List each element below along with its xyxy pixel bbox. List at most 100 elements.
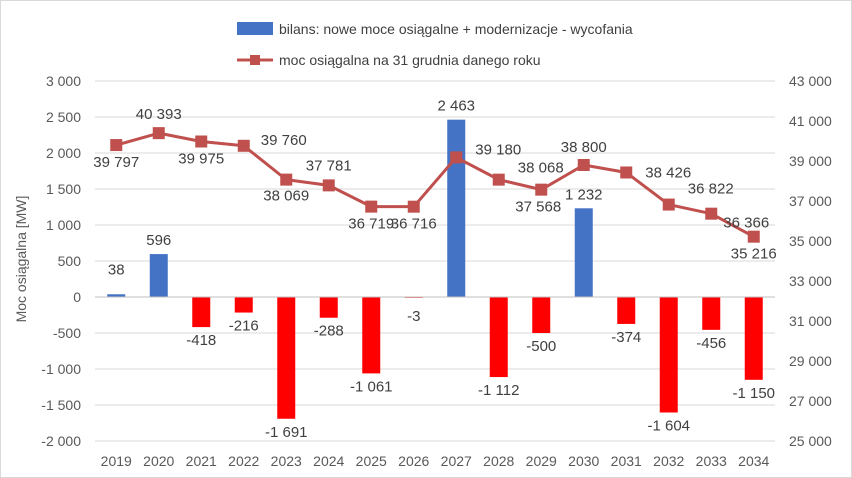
bar-value-label: -1 061	[350, 378, 393, 395]
y-left-tick-label: 0	[73, 289, 81, 305]
line-value-label: 38 426	[645, 164, 691, 181]
bar	[192, 297, 211, 328]
bar	[234, 297, 253, 313]
bar-value-label: -1 150	[732, 385, 775, 402]
x-tick-label: 2030	[568, 453, 599, 469]
y-right-tick-label: 37 000	[789, 193, 832, 209]
bar	[277, 297, 296, 419]
line-marker	[280, 173, 293, 186]
y-left-tick-label: -2 000	[41, 433, 81, 449]
line-marker	[492, 173, 505, 186]
line-marker	[110, 139, 123, 152]
line-value-label: 40 393	[136, 106, 182, 123]
line-marker	[365, 200, 378, 213]
line-path	[115, 131, 755, 238]
y-left-tick-label: -500	[53, 325, 81, 341]
y-left-tick-label: 1 500	[46, 181, 81, 197]
line-value-label: 38 069	[263, 188, 309, 205]
bar	[149, 254, 168, 297]
x-tick-label: 2020	[143, 453, 174, 469]
x-tick-label: 2028	[483, 453, 514, 469]
line-marker	[322, 179, 335, 192]
bar	[319, 297, 338, 318]
bar-value-label: 1 232	[565, 186, 603, 203]
bar-value-label: -1 691	[265, 424, 308, 441]
bar-value-label: 2 463	[437, 98, 475, 115]
y-left-tick-label: -1 000	[41, 361, 81, 377]
line-marker	[195, 135, 208, 148]
line-marker	[705, 207, 718, 220]
bar-value-label: -288	[314, 323, 344, 340]
bar	[362, 297, 381, 374]
legend-bar-swatch	[237, 22, 273, 35]
legend: bilans: nowe moce osiągalne + modernizac…	[237, 21, 633, 68]
line-value-label: 36 719	[348, 216, 394, 233]
y-right-tick-label: 25 000	[789, 433, 832, 449]
line-marker	[407, 200, 420, 213]
bar	[702, 297, 721, 330]
line-marker	[620, 166, 633, 179]
x-tick-label: 2029	[526, 453, 557, 469]
line-marker	[450, 151, 463, 164]
bar-value-label: -1 604	[647, 417, 690, 434]
x-tick-label: 2024	[313, 453, 344, 469]
line-value-label: 37 568	[515, 199, 561, 216]
x-tick-label: 2033	[696, 453, 727, 469]
bar-value-label: 38	[108, 261, 125, 278]
line-value-label: 36 822	[688, 181, 734, 198]
bar-value-label: -500	[526, 338, 556, 355]
line-series	[110, 127, 760, 243]
x-tick-label: 2025	[356, 453, 387, 469]
bar-value-label: 596	[146, 232, 171, 249]
bar	[617, 297, 636, 324]
x-tick-label: 2026	[398, 453, 429, 469]
x-tick-label: 2027	[441, 453, 472, 469]
line-value-label: 39 180	[475, 141, 521, 158]
y-left-tick-label: 2 000	[46, 145, 81, 161]
line-value-label: 38 800	[561, 139, 607, 156]
bar	[489, 297, 508, 378]
y-right-tick-label: 39 000	[789, 153, 832, 169]
bar	[447, 119, 466, 297]
x-tick-label: 2022	[228, 453, 259, 469]
y-left-tick-label: 2 500	[46, 109, 81, 125]
line-marker	[237, 139, 250, 152]
x-tick-label: 2031	[611, 453, 642, 469]
line-value-label: 39 760	[261, 132, 307, 149]
line-value-label: 35 216	[731, 246, 777, 263]
x-tick-label: 2021	[186, 453, 217, 469]
line-marker	[152, 127, 165, 140]
bar	[744, 297, 763, 380]
y-axis-title: Moc osiągalna [MW]	[13, 196, 29, 323]
y-right-tick-label: 33 000	[789, 273, 832, 289]
x-tick-label: 2023	[271, 453, 302, 469]
line-value-label: 36 716	[391, 216, 437, 233]
line-marker	[662, 198, 675, 211]
y-left-tick-label: -1 500	[41, 397, 81, 413]
line-value-label: 39 797	[93, 154, 139, 171]
x-tick-label: 2019	[101, 453, 132, 469]
x-tick-label: 2032	[653, 453, 684, 469]
bar	[107, 294, 126, 297]
y-right-tick-label: 27 000	[789, 393, 832, 409]
y-left-tick-label: 500	[58, 253, 82, 269]
bar-series	[107, 119, 763, 419]
bar-value-label: -1 112	[478, 382, 519, 399]
y-right-tick-label: 43 000	[789, 73, 832, 89]
line-marker	[577, 159, 590, 171]
bar-value-label: -374	[611, 329, 641, 346]
y-left-tick-label: 3 000	[46, 73, 81, 89]
y-right-tick-label: 41 000	[789, 113, 832, 129]
axes: -2 000 -1 500 -1 000 -500 0 500 1 000 1 500 2 00…	[41, 73, 832, 469]
y-right-tick-label: 29 000	[789, 353, 832, 369]
line-marker	[747, 230, 760, 243]
line-value-label: 39 975	[178, 151, 224, 168]
x-tick-label: 2034	[738, 453, 769, 469]
bar-value-label: -456	[696, 335, 726, 352]
bar-value-label: -216	[229, 318, 259, 335]
y-right-tick-label: 31 000	[789, 313, 832, 329]
line-value-label: 36 366	[723, 215, 769, 232]
line-value-label: 37 781	[306, 157, 352, 174]
bar	[659, 297, 678, 413]
legend-line-label: moc osiągalna na 31 grudnia danego roku	[279, 52, 541, 68]
